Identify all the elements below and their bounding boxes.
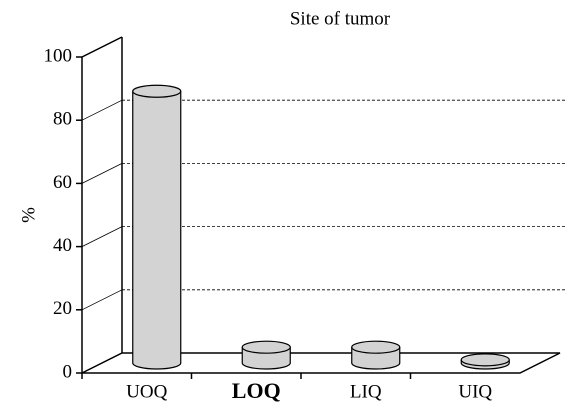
bar [351, 340, 401, 370]
bar-top [351, 340, 401, 354]
side-grid-line [81, 99, 123, 121]
x-tick-label: UIQ [458, 381, 492, 402]
y-tick-label: 60 [53, 172, 72, 193]
chart-title: Site of tumor [290, 8, 391, 29]
x-tick-label: LIQ [350, 381, 382, 402]
y-tick-label: 40 [53, 235, 72, 256]
side-grid-line [81, 226, 123, 247]
x-tick-label: LOQ [232, 378, 281, 403]
bar-top [241, 340, 291, 354]
bar [132, 84, 182, 370]
side-grid-line [81, 352, 123, 374]
bar-top [460, 353, 510, 367]
bar-top [132, 84, 182, 98]
side-grid-line [81, 163, 123, 184]
y-tick-label: 100 [44, 45, 73, 66]
side-grid-line [81, 289, 123, 311]
x-tick-label: UOQ [126, 381, 167, 402]
y-tick-label: 0 [63, 361, 73, 382]
bar-body [132, 91, 182, 370]
y-axis-label: % [18, 207, 39, 223]
bar [460, 353, 510, 370]
y-tick-label: 20 [53, 298, 72, 319]
side-grid-line [81, 36, 123, 58]
bar [241, 340, 291, 370]
y-tick-label: 80 [53, 109, 72, 130]
